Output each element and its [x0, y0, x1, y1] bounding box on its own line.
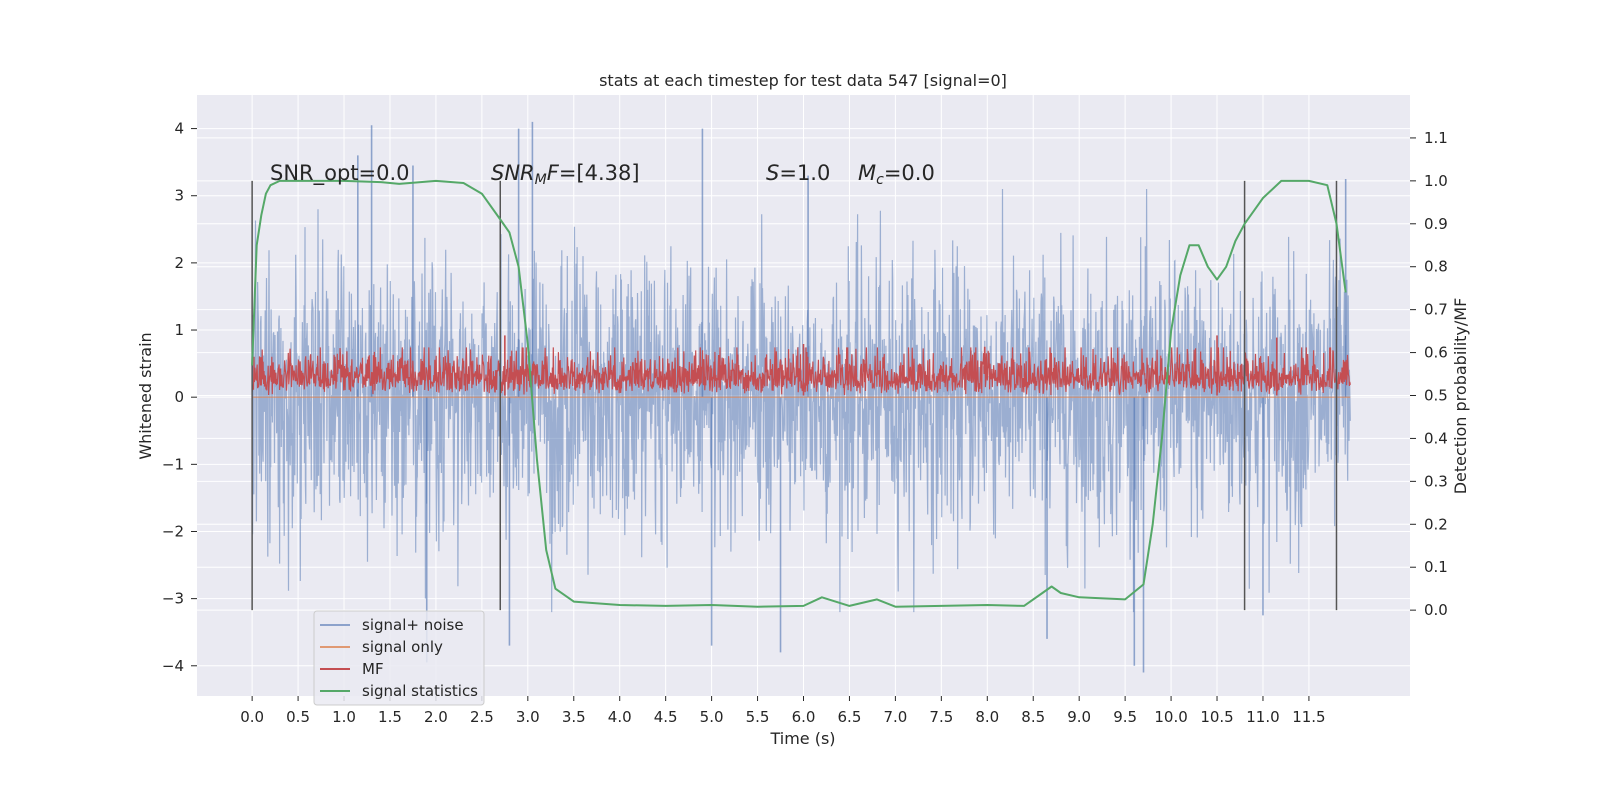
y-right-tick-label: 0.2: [1424, 515, 1448, 533]
x-tick-label: 6.5: [838, 708, 862, 726]
legend-label: signal+ noise: [362, 616, 464, 634]
x-tick-label: 2.5: [470, 708, 494, 726]
y-tick-label: −2: [162, 522, 184, 540]
x-tick-label: 1.0: [332, 708, 356, 726]
y-right-tick-label: 0.9: [1424, 215, 1448, 233]
x-tick-label: 8.0: [975, 708, 999, 726]
y-right-tick-label: 0.1: [1424, 558, 1448, 576]
y-axis-ticks: −4 −3 −2 −1 0 1 2 3 4: [162, 120, 197, 675]
series-signal-statistics: [251, 179, 1347, 608]
x-tick-label: 8.5: [1021, 708, 1045, 726]
x-tick-label: 0.0: [240, 708, 264, 726]
vertical-markers: [251, 180, 1338, 611]
legend-box: [313, 610, 485, 706]
y-right-tick-label: 1.0: [1424, 172, 1448, 190]
x-tick-label: 11.5: [1292, 708, 1325, 726]
legend-label: MF: [362, 660, 384, 678]
y-right-tick-label: 0.3: [1424, 472, 1448, 490]
y-right-tick-label: 0.5: [1424, 387, 1448, 405]
x-tick-label: 3.5: [562, 708, 586, 726]
y-right-tick-label: 0.8: [1424, 258, 1448, 276]
x-tick-label: 2.0: [424, 708, 448, 726]
x-tick-label: 11.0: [1246, 708, 1279, 726]
y-right-tick-label: 0.0: [1424, 601, 1448, 619]
y-right-axis-label: Detection probability/MF: [1451, 298, 1470, 495]
signal-statistics-line: [251, 179, 1347, 608]
y-tick-label: −1: [162, 455, 184, 473]
annotation-s: S=1.0: [766, 161, 830, 185]
y-right-tick-label: 0.6: [1424, 344, 1448, 362]
legend-label: signal only: [362, 638, 443, 656]
x-axis-label: Time (s): [769, 729, 835, 748]
x-tick-label: 4.5: [654, 708, 678, 726]
x-tick-label: 3.0: [516, 708, 540, 726]
x-tick-label: 10.5: [1200, 708, 1233, 726]
x-tick-label: 5.5: [746, 708, 770, 726]
noise-trace: [251, 188, 1351, 613]
chart-title: stats at each timestep for test data 547…: [599, 71, 1007, 90]
annotation-snr-opt: SNR_opt=0.0: [270, 161, 410, 186]
x-tick-label: 4.0: [608, 708, 632, 726]
x-tick-label: 9.5: [1113, 708, 1137, 726]
y-tick-label: −3: [162, 590, 184, 608]
annotation-snr-mf: SNRMF=[4.38]: [491, 161, 640, 188]
x-tick-label: 6.0: [792, 708, 816, 726]
y-tick-label: 1: [174, 321, 184, 339]
y-tick-label: 4: [174, 120, 184, 138]
x-tick-label: 9.0: [1067, 708, 1091, 726]
x-axis-ticks: 0.0 0.5 1.0 1.5 2.0 2.5 3.0 3.5 4.0 4.5 5.0 5.5 6.0 6…: [240, 696, 1326, 726]
y-axis-label: Whitened strain: [136, 332, 155, 459]
x-tick-label: 1.5: [378, 708, 402, 726]
x-tick-label: 7.0: [883, 708, 907, 726]
y-tick-label: 0: [174, 388, 184, 406]
y-tick-label: 3: [174, 187, 184, 205]
x-tick-label: 7.5: [929, 708, 953, 726]
legend: signal+ noise signal only MF signal statist…: [313, 610, 485, 706]
annotation-mc: Mc=0.0: [858, 161, 935, 188]
y-tick-label: 2: [174, 254, 184, 272]
annotations: SNR_opt=0.0 SNRMF=[4.38] S=1.0 Mc=0.0: [270, 161, 935, 188]
legend-label: signal statistics: [362, 682, 478, 700]
y-right-tick-label: 0.4: [1424, 429, 1448, 447]
x-tick-label: 0.5: [286, 708, 310, 726]
y-right-tick-label: 0.7: [1424, 301, 1448, 319]
y-right-tick-label: 1.1: [1424, 129, 1448, 147]
x-tick-label: 5.0: [700, 708, 724, 726]
x-tick-label: 10.0: [1154, 708, 1187, 726]
y-right-axis-ticks: 0.0 0.1 0.2 0.3 0.4 0.5 0.6 0.7 0.8 0.9 1.0 1.1: [1410, 129, 1448, 619]
y-tick-label: −4: [162, 657, 184, 675]
